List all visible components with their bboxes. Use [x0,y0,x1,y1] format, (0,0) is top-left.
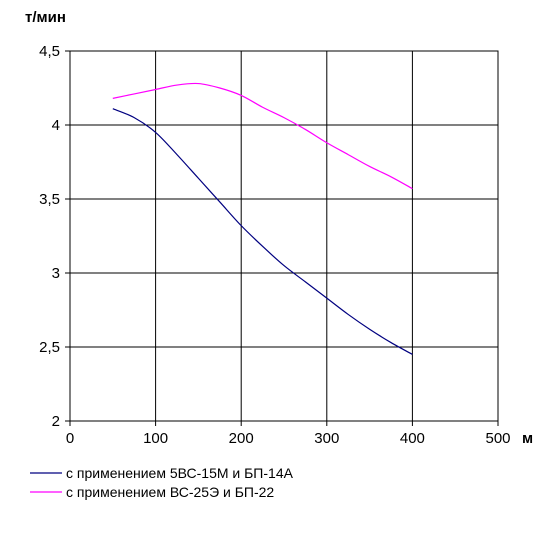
series-line-2 [112,82,413,190]
y-axis-label: т/мин [25,9,66,26]
y-tick-label: 3,5 [39,191,60,208]
x-axis-label: м [522,430,533,447]
y-tick-label: 4 [52,117,60,134]
x-tick-label: 400 [400,430,425,447]
x-tick-label: 300 [314,430,339,447]
y-tick-label: 4,5 [39,43,60,60]
x-tick-label: 0 [66,430,74,447]
series-lines [112,82,413,355]
x-tick-label: 100 [143,430,168,447]
legend: с применением 5ВС-15М и БП-14А с применен… [30,465,294,500]
x-tick-label: 500 [485,430,510,447]
series-line-1 [112,108,413,355]
plot-area-border [69,50,499,422]
y-tick-label: 2,5 [39,339,60,356]
y-tick-label: 2 [52,413,60,430]
grid-lines [69,50,499,422]
legend-label: с применением 5ВС-15М и БП-14А [66,465,294,481]
axis-ticks: 0 100 200 300 400 500 2 2,5 3 3,5 4 4,5 [39,43,510,447]
y-tick-label: 3 [52,265,60,282]
x-tick-label: 200 [229,430,254,447]
legend-label: с применением ВС-25Э и БП-22 [66,484,274,500]
